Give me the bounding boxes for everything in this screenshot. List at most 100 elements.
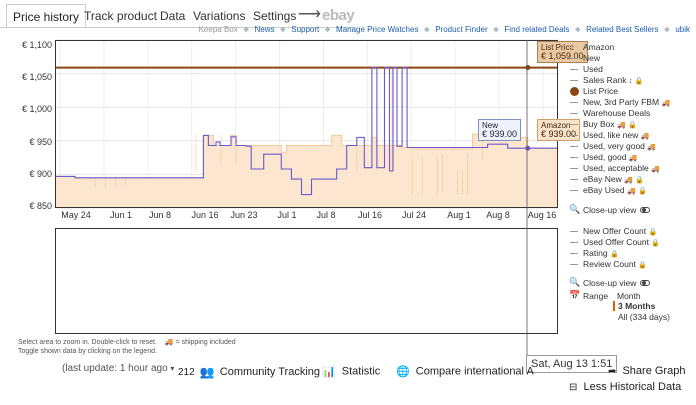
date-tooltip: Sat, Aug 13 1:51	[526, 355, 618, 373]
tab-price-history[interactable]: Price history	[6, 4, 87, 28]
new-price-tooltip: New € 939.00	[478, 119, 522, 141]
tab-data[interactable]: Data	[160, 9, 186, 23]
lock-icon: 🔒	[634, 78, 644, 85]
ubik-link[interactable]: ubik	[675, 25, 690, 34]
shipping-icon: 🚚	[626, 188, 636, 195]
shipping-icon: 🚚	[640, 133, 650, 140]
lock-icon: 🔒	[638, 262, 648, 269]
magnifier-icon: 🔍	[569, 204, 581, 214]
arrow-right-icon: ⟶	[298, 6, 321, 23]
y-tick-label: € 950	[29, 137, 52, 147]
separator-icon: ❖	[324, 27, 331, 34]
range-option-3-months[interactable]: 3 Months	[618, 301, 656, 311]
y-tick-label: € 1,100	[21, 40, 52, 50]
x-tick-label: Aug 1	[447, 210, 471, 220]
x-tick-label: Jun 23	[230, 210, 258, 220]
sort-icon: ↕	[628, 78, 633, 85]
sort-down-icon: ▾	[170, 364, 175, 373]
tab-track-product[interactable]: Track product	[84, 9, 157, 23]
shipping-icon: 🚚	[624, 177, 633, 184]
x-tick-label: Jun 1	[109, 210, 133, 220]
magnifier-icon: 🔍	[569, 277, 581, 287]
tooltip-label: List Price	[541, 43, 574, 52]
news-link[interactable]: News	[254, 25, 275, 34]
amazon-price-line	[55, 133, 558, 179]
y-tick-label: € 850	[29, 201, 52, 211]
lock-icon: 🔒	[609, 251, 619, 258]
crosshair-line	[526, 40, 528, 356]
x-tick-label: May 24	[61, 210, 91, 220]
shipping-icon: 🚚	[647, 144, 656, 151]
lock-icon: 🔒	[628, 122, 637, 129]
amazon-price-tooltip: Amazon € 939.00	[537, 119, 581, 141]
range-option-month[interactable]: Month	[617, 291, 641, 301]
users-icon: 👥	[199, 365, 215, 379]
lock-icon: 🔒	[635, 177, 644, 184]
x-tick-label: Jun 16	[191, 210, 219, 220]
find-related-deals-link[interactable]: Find related Deals	[504, 25, 570, 34]
new-price-marker	[525, 145, 531, 151]
tab-underline	[0, 27, 355, 28]
tooltip-value: € 939.00	[541, 129, 577, 139]
x-tick-label: Jul 8	[316, 210, 336, 220]
list-price-marker	[525, 65, 531, 71]
shipping-icon: 🚚	[617, 122, 626, 129]
tab-variations[interactable]: Variations	[193, 9, 246, 23]
support-link[interactable]: Support	[291, 25, 320, 34]
range-active-marker	[613, 301, 615, 311]
related-best-sellers-link[interactable]: Related Best Sellers	[586, 25, 659, 34]
share-graph-button[interactable]: ➦ Share Graph	[608, 365, 686, 377]
shipping-icon: 🚚	[628, 155, 638, 162]
y-tick-label: € 1,050	[21, 72, 52, 82]
manage-price-watches-link[interactable]: Manage Price Watches	[336, 25, 419, 34]
amazon-price-area	[55, 134, 558, 208]
link-bar: Keepa Box ❖ News ❖ Support ❖ Manage Pric…	[196, 25, 690, 34]
separator-icon: ❖	[279, 27, 287, 34]
shipping-icon: 🚚	[661, 100, 671, 107]
bar-chart-icon: 📊	[322, 366, 336, 378]
tooltip-value: € 1,059.00	[541, 51, 584, 61]
range-option-all[interactable]: All (334 days)	[618, 312, 670, 322]
calendar-icon: 📅	[569, 290, 581, 300]
less-historical-data-button[interactable]: ⊟ Less Historical Data	[569, 381, 682, 393]
separator-icon: ❖	[423, 27, 430, 34]
separator-icon: ❖	[492, 27, 500, 34]
shipping-icon: 🚚	[164, 339, 174, 346]
list-price-tooltip: List Price € 1,059.00	[537, 41, 588, 63]
x-tick-label: Aug 16	[527, 210, 557, 220]
share-icon: ➦	[608, 365, 617, 377]
toggle-icon	[640, 280, 651, 286]
community-tracking-button[interactable]: 212 👥 Community Tracking	[178, 365, 321, 379]
separator-icon: ❖	[663, 27, 671, 34]
tab-bar: Price history Track product Data Variati…	[0, 0, 696, 30]
lock-icon: 🔒	[638, 188, 647, 195]
y-tick-label: € 1,000	[21, 104, 52, 114]
minus-box-icon: ⊟	[569, 381, 578, 393]
x-tick-label: Jul 1	[277, 210, 297, 220]
tab-ebay[interactable]: ebay	[322, 7, 355, 24]
new-price-line	[55, 67, 558, 196]
last-update-text: (last update: 1 hour ago ▾	[62, 363, 175, 374]
y-tick-label: € 900	[29, 169, 52, 179]
compare-international-button[interactable]: 🌐 Compare international A	[396, 365, 534, 378]
tooltip-label: Amazon	[541, 121, 571, 130]
offer-count-chart[interactable]	[55, 228, 558, 334]
x-tick-label: Aug 8	[486, 210, 510, 220]
toggle-icon	[640, 207, 651, 213]
price-history-chart[interactable]	[55, 39, 558, 209]
product-finder-link[interactable]: Product Finder	[435, 25, 488, 34]
shipping-icon: 🚚	[651, 166, 660, 173]
lock-icon: 🔒	[651, 240, 661, 247]
statistic-button[interactable]: 📊 Statistic	[322, 365, 381, 378]
tab-settings[interactable]: Settings	[253, 9, 297, 23]
x-tick-label: Jun 8	[148, 210, 172, 220]
globe-icon: 🌐	[396, 366, 410, 378]
separator-icon: ❖	[574, 27, 581, 34]
tooltip-label: New	[482, 121, 499, 130]
separator-icon: ❖	[242, 27, 250, 34]
toggle-hint: Toggle shown data by clicking on the leg…	[18, 348, 157, 355]
keepa-box-link[interactable]: Keepa Box	[198, 25, 238, 34]
x-tick-label: Jul 24	[401, 210, 427, 220]
lock-icon: 🔒	[648, 229, 658, 236]
x-tick-label: Jul 16	[357, 210, 383, 220]
